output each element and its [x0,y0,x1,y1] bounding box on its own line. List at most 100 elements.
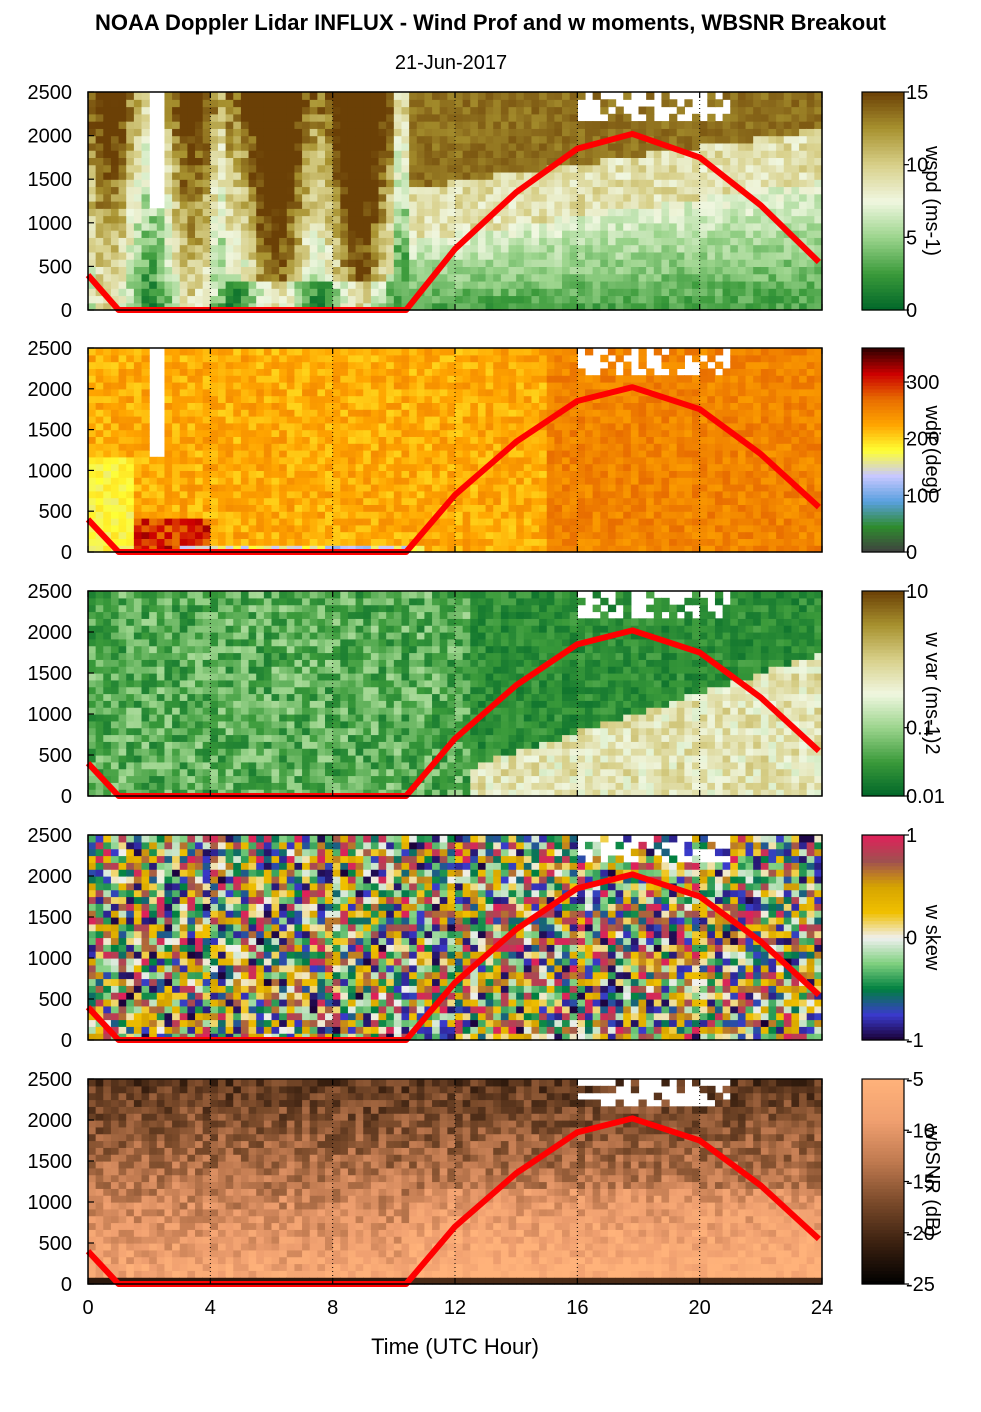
heatmap-cell [263,106,273,115]
heatmap-cell [638,302,647,311]
heatmap-cell [516,497,525,505]
heatmap-cell [669,273,678,282]
heatmap-cell [562,302,571,311]
heatmap-cell [439,524,448,533]
heatmap-cell [370,171,380,180]
heatmap-cell [584,295,594,304]
heatmap-cell [393,193,403,202]
heatmap-cell [508,545,517,553]
heatmap-cell [370,456,380,465]
heatmap-cell [630,531,640,539]
heatmap-cell [546,382,555,390]
heatmap-cell [355,416,364,424]
heatmap-cell [141,409,150,417]
heatmap-cell [95,409,104,417]
heatmap-cell [363,490,372,499]
heatmap-cell [263,121,273,129]
heatmap-cell [386,463,395,471]
colorbar-swatch [862,280,904,286]
heatmap-cell [325,215,334,224]
heatmap-cell [256,545,265,553]
heatmap-cell [240,142,250,151]
heatmap-cell [546,402,555,410]
heatmap-cell [546,531,555,539]
colorbar-swatch [862,233,904,238]
heatmap-cell [523,395,533,403]
heatmap-cell [462,354,471,363]
heatmap-cell [279,450,288,458]
heatmap-cell [187,348,196,356]
heatmap-cell [240,266,250,275]
heatmap-cell [493,244,502,253]
heatmap-cell [294,395,303,403]
heatmap-cell [783,150,793,158]
heatmap-cell [814,237,823,246]
heatmap-cell [692,288,701,297]
heatmap-cell [791,280,800,289]
heatmap-cell [294,244,303,253]
heatmap-cell [600,208,609,217]
heatmap-cell [531,266,540,275]
heatmap-cell [485,193,494,202]
heatmap-cell [386,422,395,431]
heatmap-cell [195,436,204,444]
heatmap-cell [477,150,487,158]
heatmap-cell [447,179,456,188]
heatmap-cell [256,171,265,180]
heatmap-cell [516,504,525,512]
heatmap-cell [730,266,739,275]
heatmap-cell [172,222,181,231]
heatmap-cell [783,280,793,289]
heatmap-cell [462,99,471,108]
heatmap-cell [477,230,487,238]
heatmap-cell [195,443,204,451]
heatmap-cell [569,128,578,137]
heatmap-cell [493,409,502,417]
heatmap-cell [233,237,242,246]
heatmap-cell [523,456,533,465]
heatmap-cell [302,142,311,151]
heatmap-cell [531,121,540,129]
colorbar-swatch [862,299,904,304]
heatmap-cell [210,545,219,553]
heatmap-cell [455,280,464,289]
heatmap-cell [577,201,586,209]
heatmap-cell [401,157,410,166]
heatmap-cell [256,251,265,260]
heatmap-cell [179,538,188,546]
heatmap-cell [539,504,548,512]
heatmap-cell [554,201,563,209]
heatmap-cell [600,375,609,383]
heatmap-cell [179,490,188,499]
heatmap-cell [737,157,747,166]
heatmap-cell [470,113,479,122]
heatmap-cell [531,193,540,202]
heatmap-cell [126,504,135,512]
heatmap-cell [118,208,127,217]
heatmap-cell [424,388,433,397]
heatmap-cell [88,348,97,356]
heatmap-cell [133,545,143,553]
heatmap-cell [630,201,640,209]
heatmap-cell [202,150,211,158]
heatmap-cell [523,157,533,166]
heatmap-cell [462,106,471,115]
heatmap-cell [477,545,487,553]
heatmap-cell [294,280,303,289]
heatmap-cell [118,295,127,304]
heatmap-cell [370,524,380,533]
heatmap-cell [416,456,426,465]
y-tick-label: 0 [61,300,72,322]
heatmap-cell [286,302,296,311]
heatmap-cell [600,302,609,311]
heatmap-cell [233,443,242,451]
heatmap-cell [607,395,617,403]
heatmap-cell [714,135,724,144]
heatmap-cell [768,150,777,158]
heatmap-cell [110,273,120,282]
heatmap-cell [523,164,533,173]
heatmap-cell [347,354,357,363]
heatmap-cell [653,135,663,144]
heatmap-cell [118,402,127,410]
heatmap-cell [447,92,456,100]
